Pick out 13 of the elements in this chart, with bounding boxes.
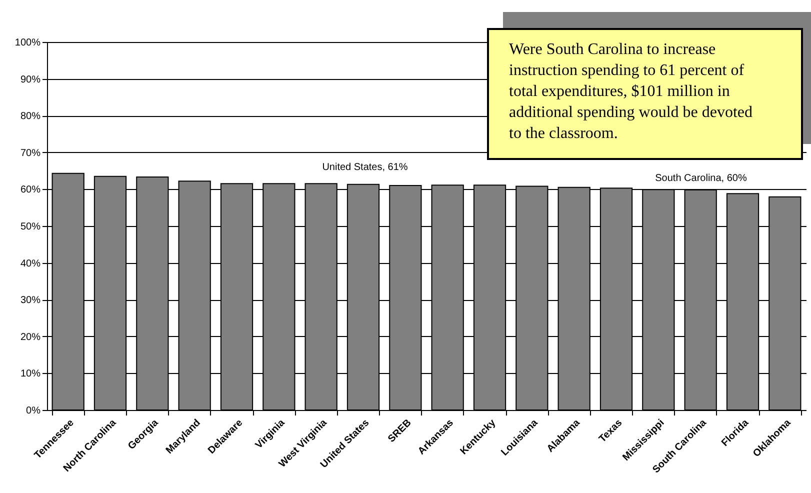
y-tick-label: 30% (20, 295, 41, 306)
annotation: South Carolina, 60% (655, 173, 747, 184)
y-tick-label: 0% (26, 406, 41, 416)
y-tick-label: 10% (20, 368, 41, 380)
y-tick-label: 80% (20, 111, 41, 122)
y-tick-label: 40% (20, 258, 41, 270)
annotation: United States, 61% (322, 162, 408, 173)
y-tick-label: 90% (20, 74, 41, 86)
y-tick-label: 20% (20, 332, 41, 343)
y-tick-label: 50% (20, 222, 41, 232)
y-tick-label: 100% (14, 38, 41, 48)
y-tick-label: 60% (20, 184, 41, 196)
y-tick-label: 70% (20, 148, 41, 159)
